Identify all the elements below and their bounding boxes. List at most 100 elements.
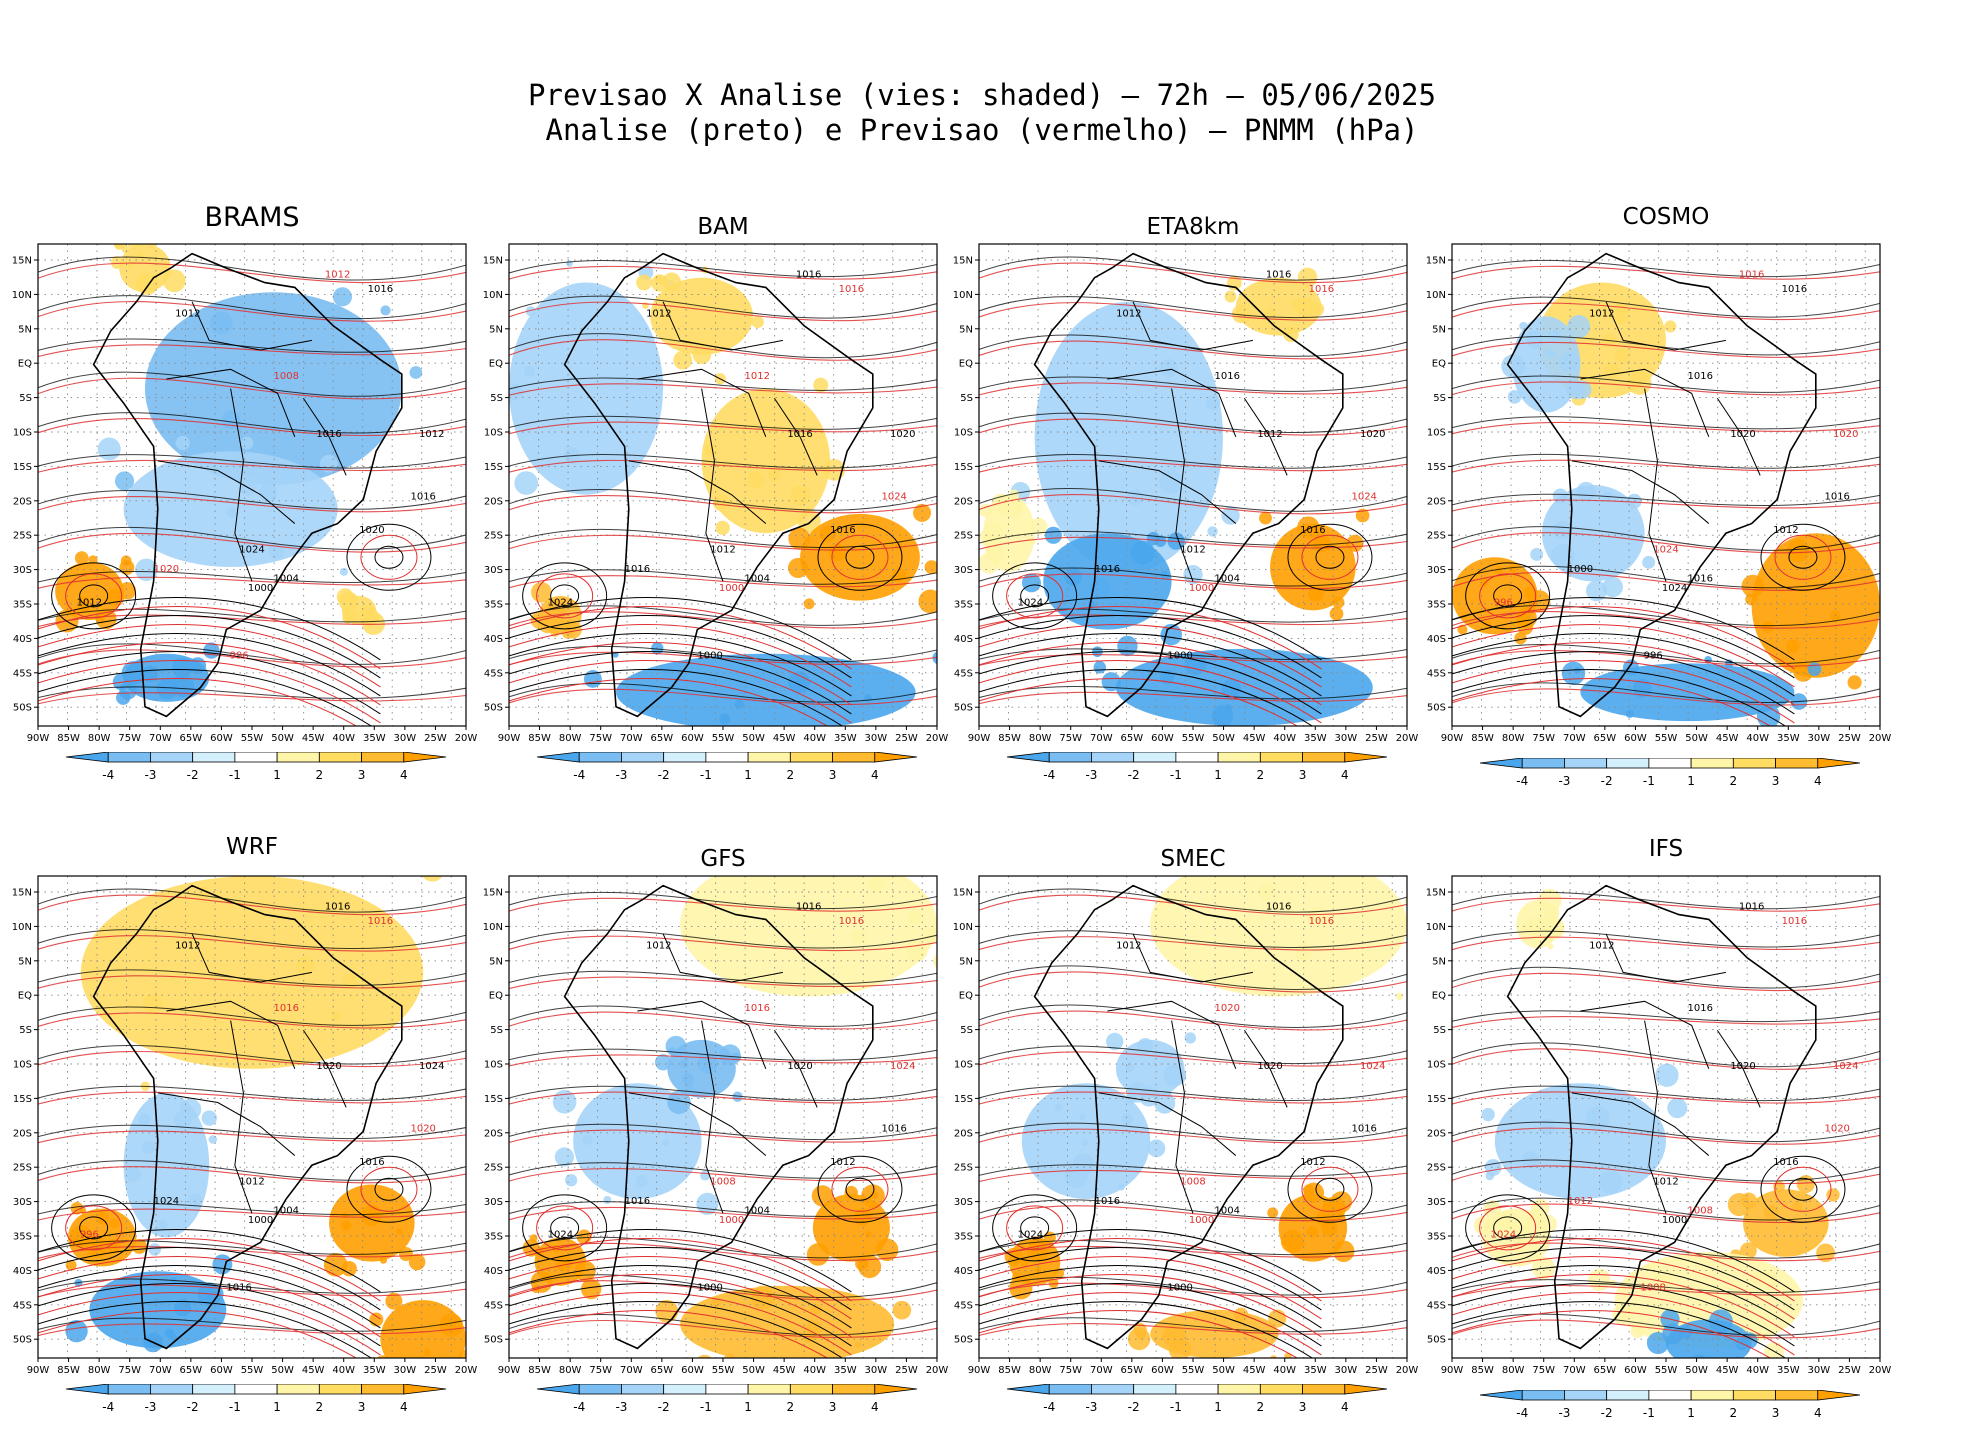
isobar-label: 1012 xyxy=(1300,1157,1325,1168)
colorbar-brams: -4 -3 -2 -1 1 2 3 4 xyxy=(65,752,447,782)
lat-tick-label: 35S xyxy=(13,1232,32,1243)
isobar-label: 996 xyxy=(1494,598,1513,609)
colorbar-tick-label: 1 xyxy=(1214,1400,1222,1414)
lat-tick-label: 50S xyxy=(13,1335,32,1346)
lon-tick-label: 80W xyxy=(559,1365,582,1376)
lat-tick-label: 15S xyxy=(13,1094,32,1105)
lon-tick-label: 55W xyxy=(1655,733,1678,744)
colorbar-smec: -4 -3 -2 -1 1 2 3 4 xyxy=(1006,1384,1388,1414)
lat-tick-label: EQ xyxy=(1432,359,1446,370)
isobar-label: 1016 xyxy=(1266,270,1291,281)
isobar-label: 1012 xyxy=(1589,940,1614,951)
bias-shading-area xyxy=(1235,277,1322,336)
colorbar-tick-label: 2 xyxy=(1257,768,1265,782)
lat-tick-label: 25S xyxy=(1427,1163,1446,1174)
lon-tick-label: 80W xyxy=(1502,1365,1525,1376)
lat-tick-label: 30S xyxy=(484,565,503,576)
isobar-label: 1024 xyxy=(239,544,264,555)
lat-tick-label: 40S xyxy=(484,1266,503,1277)
lat-tick-label: 15N xyxy=(12,888,32,899)
isobar-label: 1020 xyxy=(410,1123,435,1134)
isobar-label: 1016 xyxy=(1309,916,1334,927)
lon-tick-label: 85W xyxy=(998,733,1021,744)
isobar-label: 1020 xyxy=(890,429,915,440)
map-content: 1016 1016 1012 1016 1020 1024 1016 1012 1008 1004… xyxy=(509,876,937,1358)
colorbar-tick-label: -4 xyxy=(1043,1400,1055,1414)
bias-shading-area xyxy=(680,876,937,997)
lat-tick-label: 45S xyxy=(484,1300,503,1311)
colorbar-tick-label: 1 xyxy=(273,1400,281,1414)
isobar-label: 1008 xyxy=(1688,1205,1713,1216)
lon-tick-label: 85W xyxy=(528,1365,551,1376)
colorbar-tick-label: 3 xyxy=(829,768,837,782)
colorbar-tick-label: -3 xyxy=(144,1400,156,1414)
map-panel-eta8km: 1016 1016 1012 1016 1012 1020 1024 1016 1012 1004… xyxy=(953,243,1419,744)
colorbar-tick-label: -1 xyxy=(700,768,712,782)
lon-tick-label: 90W xyxy=(968,1365,991,1376)
south-america-outline xyxy=(1033,884,1344,1350)
lat-tick-label: EQ xyxy=(1432,991,1446,1002)
lat-tick-label: 35S xyxy=(954,600,973,611)
lon-tick-label: 50W xyxy=(1212,733,1235,744)
lat-tick-label: 10N xyxy=(483,922,503,933)
lon-tick-label: 70W xyxy=(1563,733,1586,744)
bias-shading-area xyxy=(1150,876,1407,997)
isobar-label: 996 xyxy=(1644,651,1663,662)
colorbar-tick-label: 4 xyxy=(400,1400,408,1414)
isobar-label: 1012 xyxy=(1568,1196,1593,1207)
colorbar-tick-label: 2 xyxy=(1730,1406,1738,1420)
lat-tick-label: 10N xyxy=(953,922,973,933)
colorbar-tick-label: -4 xyxy=(573,768,585,782)
map-content: 1016 1016 1012 1016 1012 1020 1024 1016 1012 1004… xyxy=(979,244,1407,726)
lat-tick-label: 5S xyxy=(490,393,503,404)
lat-tick-label: 5S xyxy=(1433,393,1446,404)
lon-tick-label: 80W xyxy=(1502,733,1525,744)
lon-tick-label: 65W xyxy=(651,733,674,744)
colorbar-tick-label: 2 xyxy=(1257,1400,1265,1414)
isobar-label: 1016 xyxy=(1739,902,1764,913)
panel-title-cosmo: COSMO xyxy=(1622,204,1710,230)
lon-tick-label: 45W xyxy=(302,1365,325,1376)
colorbar-tick-label: -2 xyxy=(1128,1400,1140,1414)
colorbar-tick-label: 2 xyxy=(1730,774,1738,788)
lon-tick-label: 70W xyxy=(149,733,172,744)
lat-tick-label: 50S xyxy=(954,703,973,714)
isobar-label: 1004 xyxy=(274,573,299,584)
isobar-label: 1016 xyxy=(881,1123,906,1134)
map-content: 1016 1016 1012 1016 1020 1024 1020 1016 1012 1004… xyxy=(38,876,466,1358)
isobar-label: 1012 xyxy=(239,1176,264,1187)
lat-tick-label: 25S xyxy=(954,531,973,542)
bias-shading-area xyxy=(1743,1189,1829,1257)
figure-title-line1: Previsao X Analise (vies: shaded) – 72h … xyxy=(528,78,1436,112)
lon-tick-label: 50W xyxy=(1685,733,1708,744)
isobar-label: 1024 xyxy=(881,491,906,502)
isobar-label: 1016 xyxy=(1688,371,1713,382)
lat-tick-label: 30S xyxy=(484,1197,503,1208)
lat-tick-label: 25S xyxy=(13,1163,32,1174)
lat-tick-label: 30S xyxy=(1427,1197,1446,1208)
lon-tick-label: 65W xyxy=(1594,733,1617,744)
isobar-label: 1012 xyxy=(175,940,200,951)
map-panel-wrf: 1016 1016 1012 1016 1020 1024 1020 1016 1012 1004… xyxy=(12,875,477,1376)
colorbar-tick-label: -4 xyxy=(1516,774,1528,788)
colorbar-tick-label: -3 xyxy=(1085,1400,1097,1414)
panel-title-smec: SMEC xyxy=(1160,846,1226,872)
lat-tick-label: 50S xyxy=(484,1335,503,1346)
lon-tick-label: 80W xyxy=(559,733,582,744)
lon-tick-label: 55W xyxy=(1655,1365,1678,1376)
lon-tick-label: 60W xyxy=(1624,1365,1647,1376)
lon-tick-label: 60W xyxy=(210,1365,233,1376)
lat-tick-label: 15S xyxy=(484,1094,503,1105)
panel-title-gfs: GFS xyxy=(700,846,746,872)
lon-tick-label: 30W xyxy=(1335,1365,1358,1376)
colorbar-tick-label: -1 xyxy=(700,1400,712,1414)
lat-tick-label: 40S xyxy=(13,634,32,645)
lon-tick-label: 35W xyxy=(834,733,857,744)
isobar-label: 1020 xyxy=(316,1061,341,1072)
south-america-outline xyxy=(1033,252,1344,718)
colorbar-tick-label: 4 xyxy=(871,768,879,782)
lat-tick-label: 30S xyxy=(954,565,973,576)
isobar-label: 1016 xyxy=(226,1283,251,1294)
lon-tick-label: 20W xyxy=(1396,733,1419,744)
